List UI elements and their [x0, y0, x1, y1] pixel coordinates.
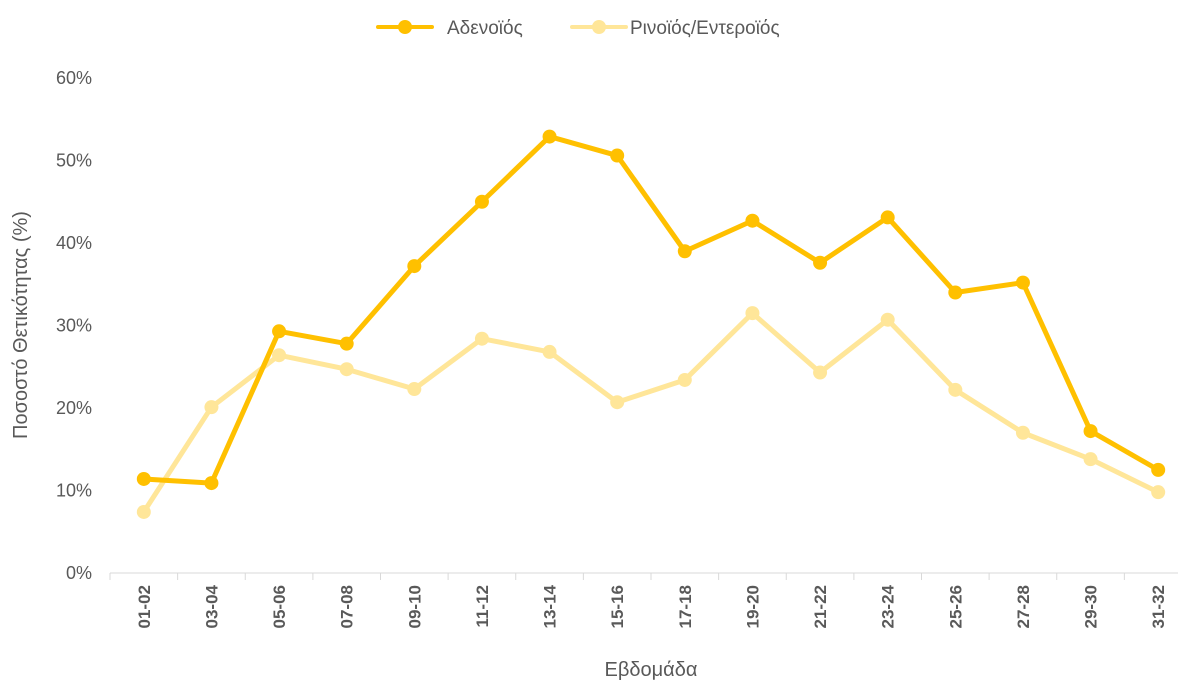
data-point [880, 312, 895, 327]
data-point [407, 259, 422, 274]
y-axis-title: Ποσοστό Θετικότητας (%) [10, 211, 32, 439]
y-tick-label: 40% [56, 233, 92, 253]
x-axis: 01-02 03-04 05-06 07-08 09-10 11-12 13-14 15-16… [109, 572, 1178, 628]
y-tick-label: 10% [56, 481, 92, 501]
series-layer [136, 129, 1166, 519]
legend-marker-series-1 [398, 20, 412, 34]
series-1 [136, 129, 1166, 491]
legend-item-series-2: Ρινοϊός/Εντεροϊός [570, 18, 780, 39]
x-tick-label: 03-04 [202, 584, 221, 628]
x-tick-label: 05-06 [270, 585, 289, 628]
x-tick-label: 07-08 [338, 585, 357, 628]
data-point [474, 331, 489, 346]
data-point [136, 471, 151, 486]
data-point [813, 365, 828, 380]
x-tick-label: 29-30 [1082, 585, 1101, 628]
series-1-line [141, 134, 1161, 486]
data-point [339, 362, 354, 377]
legend-label-series-1: Αδενοϊός [447, 18, 523, 39]
series-2-line [141, 310, 1161, 515]
legend-marker-series-2 [592, 20, 606, 34]
x-tick-label: 21-22 [811, 585, 830, 628]
data-point [610, 395, 625, 410]
data-point [204, 476, 219, 491]
data-point [745, 213, 760, 228]
data-point [272, 324, 287, 339]
y-tick-label: 20% [56, 398, 92, 418]
data-point [136, 504, 151, 519]
data-point [542, 129, 557, 144]
x-tick-label: 17-18 [676, 585, 695, 628]
x-tick-label: 19-20 [743, 585, 762, 628]
x-tick-label: 23-24 [879, 584, 898, 628]
legend: Αδενοϊός Ρινοϊός/Εντεροϊός [376, 18, 780, 39]
data-point [1151, 462, 1166, 477]
x-tick-label: 27-28 [1014, 585, 1033, 628]
data-point [1015, 275, 1030, 290]
data-point [677, 244, 692, 259]
legend-label-series-2: Ρινοϊός/Εντεροϊός [630, 18, 780, 39]
x-tick-label: 25-26 [946, 585, 965, 628]
x-tick-label: 31-32 [1149, 585, 1168, 628]
legend-item-series-1: Αδενοϊός [376, 18, 523, 39]
x-tick-label: 09-10 [405, 585, 424, 628]
data-point [948, 285, 963, 300]
data-point [610, 148, 625, 163]
data-point [339, 336, 354, 351]
x-axis-title: Εβδομάδα [605, 659, 698, 681]
data-point [407, 382, 422, 397]
x-tick-label: 15-16 [608, 585, 627, 628]
data-point [542, 344, 557, 359]
y-tick-label: 50% [56, 151, 92, 171]
y-tick-label: 60% [56, 68, 92, 88]
data-point [813, 255, 828, 270]
data-point [1151, 485, 1166, 500]
y-tick-label: 0% [66, 563, 92, 583]
x-tick-label: 11-12 [473, 585, 492, 628]
data-point [1015, 425, 1030, 440]
data-point [677, 372, 692, 387]
y-axis-ticks: 0% 10% 20% 30% 40% 50% 60% [56, 68, 92, 583]
data-point [745, 306, 760, 321]
data-point [1083, 424, 1098, 439]
data-point [948, 382, 963, 397]
series-2 [136, 306, 1166, 519]
data-point [1083, 452, 1098, 467]
data-point [272, 348, 287, 363]
data-point [474, 194, 489, 209]
x-tick-label: 01-02 [135, 585, 154, 628]
data-point [880, 210, 895, 225]
y-tick-label: 30% [56, 316, 92, 336]
x-tick-label: 13-14 [541, 584, 560, 628]
data-point [204, 400, 219, 415]
